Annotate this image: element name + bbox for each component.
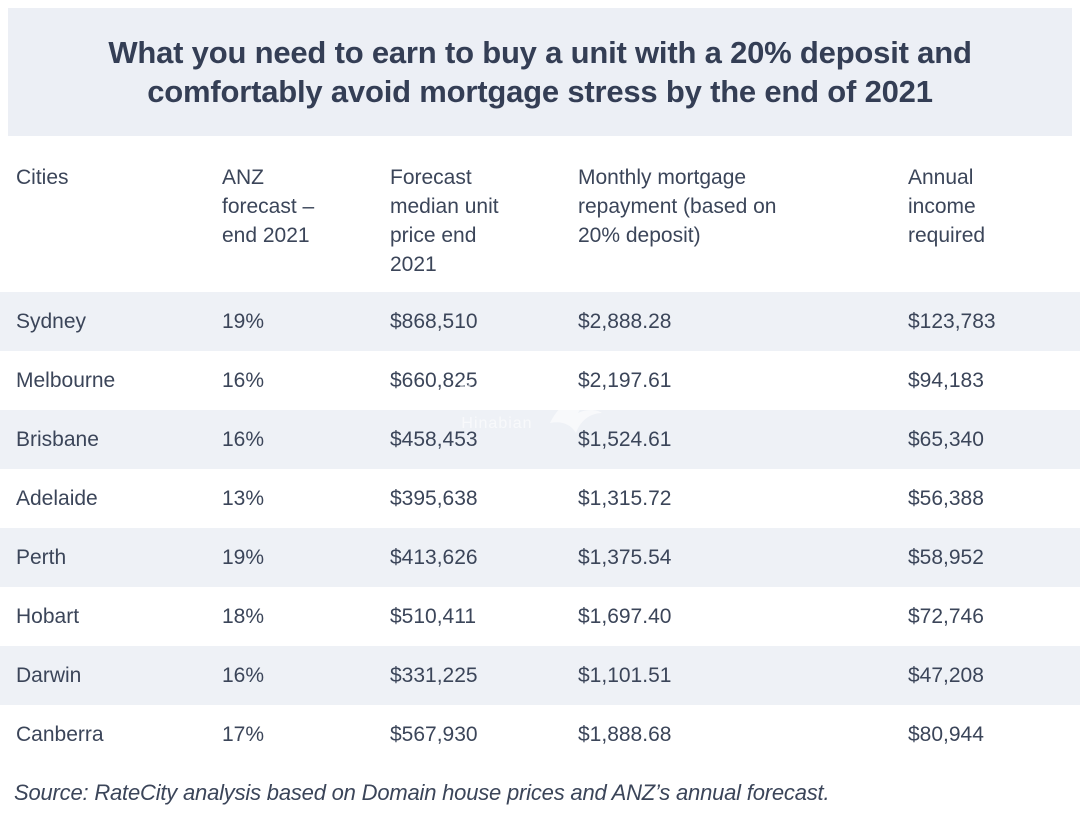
table-row: Hobart 18% $510,411 $1,697.40 $72,746 <box>0 587 1080 646</box>
cell-repayment: $1,524.61 <box>578 427 672 451</box>
cell-repayment: $1,101.51 <box>578 663 672 687</box>
cell-forecast: 13% <box>222 486 265 510</box>
chart-title: What you need to earn to buy a unit with… <box>108 35 972 109</box>
cell-price: $458,453 <box>390 427 478 451</box>
cell-repayment: $2,197.61 <box>578 368 672 392</box>
header-annual-income: Annual income required <box>892 136 1080 292</box>
cell-price: $413,626 <box>390 545 478 569</box>
cell-price: $331,225 <box>390 663 478 687</box>
table-row: Darwin 16% $331,225 $1,101.51 $47,208 <box>0 646 1080 705</box>
cell-forecast: 19% <box>222 309 265 333</box>
cell-price: $660,825 <box>390 368 478 392</box>
header-monthly-repayment: Monthly mortgage repayment (based on 20%… <box>562 136 892 292</box>
table-row: Melbourne 16% $660,825 $2,197.61 $94,183 <box>0 351 1080 410</box>
cell-income: $72,746 <box>908 604 984 628</box>
source-note: Source: RateCity analysis based on Domai… <box>14 780 830 805</box>
cell-price: $510,411 <box>390 604 477 628</box>
cell-income: $123,783 <box>908 309 996 333</box>
cell-forecast: 16% <box>222 427 265 451</box>
cell-city: Hobart <box>16 604 80 628</box>
header-cities: Cities <box>0 136 206 292</box>
cell-repayment: $2,888.28 <box>578 309 672 333</box>
cell-forecast: 18% <box>222 604 265 628</box>
table-row: Canberra 17% $567,930 $1,888.68 $80,944 <box>0 705 1080 764</box>
cell-price: $868,510 <box>390 309 478 333</box>
cell-income: $58,952 <box>908 545 984 569</box>
header-row: Cities ANZ forecast – end 2021 Forecast … <box>0 136 1080 292</box>
header-median-price: Forecast median unit price end 2021 <box>374 136 562 292</box>
cell-forecast: 19% <box>222 545 265 569</box>
cell-city: Darwin <box>16 663 82 687</box>
cell-income: $56,388 <box>908 486 984 510</box>
header-anz-forecast: ANZ forecast – end 2021 <box>206 136 374 292</box>
cell-city: Adelaide <box>16 486 98 510</box>
cell-repayment: $1,315.72 <box>578 486 672 510</box>
cell-city: Brisbane <box>16 427 99 451</box>
cell-income: $65,340 <box>908 427 984 451</box>
table-row: Brisbane 16% $458,453 $1,524.61 $65,340 <box>0 410 1080 469</box>
cell-income: $80,944 <box>908 722 984 746</box>
cell-repayment: $1,697.40 <box>578 604 672 628</box>
title-band: What you need to earn to buy a unit with… <box>8 8 1072 136</box>
cell-city: Melbourne <box>16 368 116 392</box>
cell-price: $567,930 <box>390 722 478 746</box>
cell-city: Canberra <box>16 722 104 746</box>
cell-income: $94,183 <box>908 368 984 392</box>
cell-forecast: 17% <box>222 722 265 746</box>
data-table: Cities ANZ forecast – end 2021 Forecast … <box>0 136 1080 764</box>
cell-city: Sydney <box>16 309 87 333</box>
table-row: Perth 19% $413,626 $1,375.54 $58,952 <box>0 528 1080 587</box>
cell-repayment: $1,888.68 <box>578 722 672 746</box>
cell-forecast: 16% <box>222 368 265 392</box>
table-row: Adelaide 13% $395,638 $1,315.72 $56,388 <box>0 469 1080 528</box>
cell-price: $395,638 <box>390 486 478 510</box>
cell-forecast: 16% <box>222 663 265 687</box>
cell-income: $47,208 <box>908 663 984 687</box>
table-row: Sydney 19% $868,510 $2,888.28 $123,783 <box>0 292 1080 351</box>
cell-city: Perth <box>16 545 67 569</box>
cell-repayment: $1,375.54 <box>578 545 672 569</box>
